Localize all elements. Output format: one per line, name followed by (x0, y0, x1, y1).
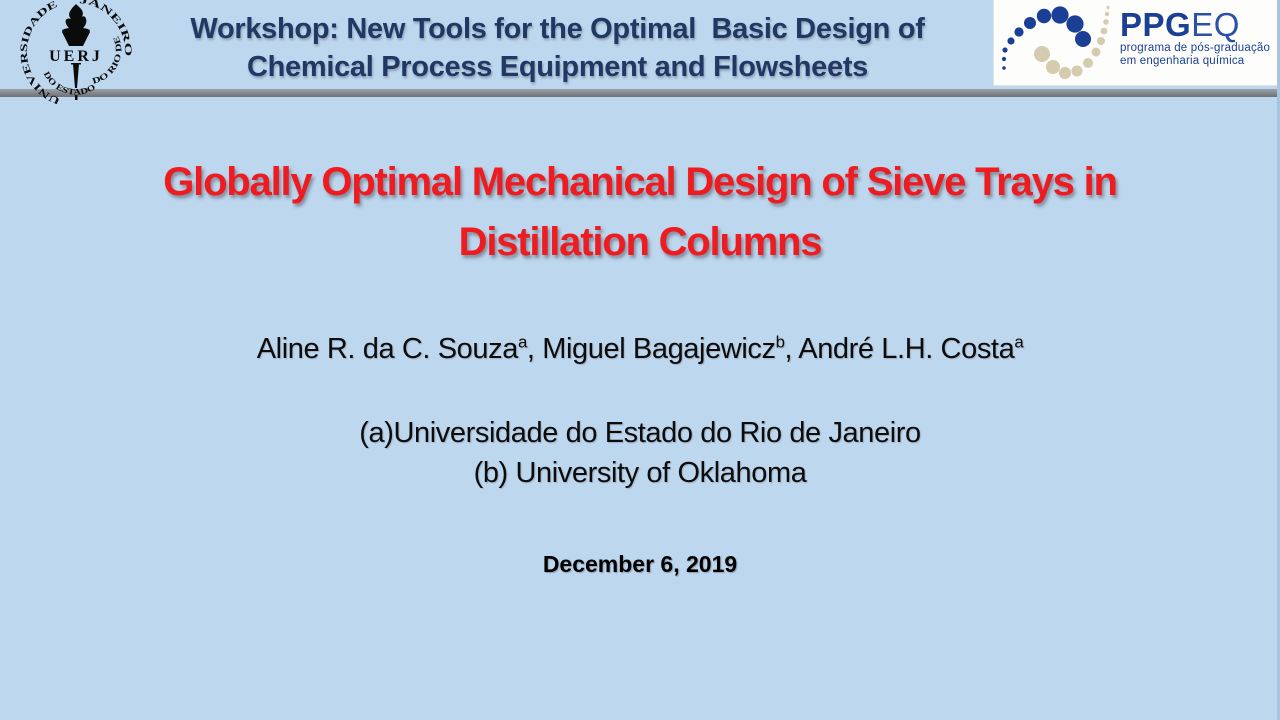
slide-right-edge (1277, 0, 1280, 720)
author-name: Aline R. da C. Souza (256, 333, 519, 365)
torch-icon (62, 4, 90, 100)
slide-title-line2: Distillation Columns (458, 220, 823, 264)
author-name: André L.H. Costa (798, 333, 1015, 365)
ppgeq-name-light: EQ (1191, 6, 1240, 43)
ppgeq-wordmark: PPGEQ programa de pós-graduação em engen… (1120, 8, 1275, 68)
authors-line: Aline R. da C. Souzaa, Miguel Bagajewicz… (0, 333, 1280, 366)
slide-title: Globally Optimal Mechanical Design of Si… (0, 152, 1280, 272)
author-affiliation-mark: a (1014, 332, 1024, 352)
uerj-logo: UNIVERSIDADE JANEIRO DO ESTADO DO RIO DE (19, 0, 134, 104)
ppgeq-name-bold: PPG (1120, 6, 1192, 43)
workshop-title: Workshop: New Tools for the Optimal Basi… (130, 10, 985, 86)
author-name: Miguel Bagajewicz (542, 333, 776, 365)
header-divider (0, 89, 1280, 97)
author-separator: , (526, 333, 543, 365)
workshop-title-line2: Chemical Process Equipment and Flowsheet… (246, 51, 869, 83)
author-affiliation-mark: b (775, 332, 785, 352)
affiliation-line: (a)Universidade do Estado do Rio de Jane… (359, 417, 921, 449)
ppgeq-logo: PPGEQ programa de pós-graduação em engen… (993, 0, 1277, 86)
ppgeq-subtitle-line1: programa de pós-graduação (1120, 42, 1271, 54)
presentation-date: December 6, 2019 (542, 551, 738, 577)
ppgeq-subtitle-line2: em engenharia química (1120, 55, 1245, 67)
ppgeq-name: PPGEQ (1120, 8, 1275, 42)
author-separator: , (784, 333, 799, 365)
affiliation-line: (b) University of Oklahoma (473, 457, 807, 489)
affiliations-block: (a)Universidade do Estado do Rio de Jane… (0, 413, 1280, 493)
slide-header: UNIVERSIDADE JANEIRO DO ESTADO DO RIO DE (0, 0, 1280, 104)
slide-title-line1: Globally Optimal Mechanical Design of Si… (163, 160, 1118, 204)
author-affiliation-mark: a (517, 332, 527, 352)
uerj-acronym: UERJ (49, 48, 103, 65)
ppgeq-dots-icon (1001, 5, 1110, 79)
workshop-title-line1: Workshop: New Tools for the Optimal Basi… (190, 13, 925, 45)
